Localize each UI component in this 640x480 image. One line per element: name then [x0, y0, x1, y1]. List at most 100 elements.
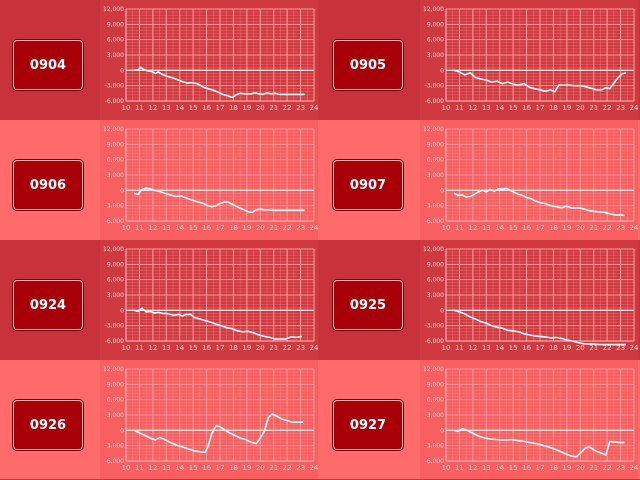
x-tick-label: 21 [269, 464, 278, 472]
series-line [453, 69, 627, 93]
x-tick-label: 15 [509, 344, 518, 352]
y-tick-label: 0 [120, 187, 124, 194]
series-line [134, 66, 305, 99]
x-tick-label: 10 [442, 104, 451, 112]
x-tick-label: 11 [455, 104, 464, 112]
x-tick-label: 13 [482, 104, 491, 112]
x-tick-label: 10 [122, 344, 131, 352]
panel-0924: 0924 12,000 9,000 6,000 3,000 0 -3,000 -6,000 1… [0, 240, 320, 360]
x-tick-label: 17 [536, 344, 545, 352]
x-tick-label: 21 [589, 344, 598, 352]
x-tick-label: 23 [296, 104, 305, 112]
x-tick-label: 15 [189, 344, 198, 352]
y-tick-label: -6,000 [105, 218, 125, 225]
series-line [133, 413, 304, 454]
x-tick-label: 14 [175, 224, 184, 232]
x-tick-label: 21 [589, 104, 598, 112]
y-tick-label: 0 [120, 67, 124, 74]
day-button-0904[interactable]: 0904 [13, 40, 83, 90]
x-tick-label: 23 [616, 104, 625, 112]
y-tick-label: 0 [120, 427, 124, 434]
x-tick-label: 19 [242, 104, 251, 112]
x-tick-label: 13 [162, 344, 171, 352]
x-tick-label: 18 [549, 104, 558, 112]
x-tick-label: 10 [442, 224, 451, 232]
x-tick-label: 19 [242, 464, 251, 472]
x-tick-label: 23 [616, 464, 625, 472]
y-tick-label: -3,000 [105, 323, 125, 330]
x-tick-label: 22 [603, 464, 612, 472]
y-tick-label: 3,000 [107, 172, 124, 179]
x-tick-label: 23 [296, 464, 305, 472]
y-tick-label: -3,000 [105, 203, 125, 210]
y-tick-label: -3,000 [105, 443, 125, 450]
y-tick-label: 3,000 [107, 412, 124, 419]
x-tick-label: 10 [122, 464, 131, 472]
y-tick-label: 12,000 [423, 6, 444, 13]
x-tick-label: 14 [495, 464, 504, 472]
x-tick-label: 11 [135, 464, 144, 472]
x-tick-label: 20 [256, 224, 265, 232]
day-button-0906[interactable]: 0906 [13, 160, 83, 210]
y-tick-label: 6,000 [107, 397, 124, 404]
y-tick-label: 12,000 [103, 246, 124, 253]
x-tick-label: 13 [482, 344, 491, 352]
day-button-0924[interactable]: 0924 [13, 280, 83, 330]
x-tick-label: 12 [468, 464, 477, 472]
x-tick-label: 10 [122, 224, 131, 232]
day-button-0905[interactable]: 0905 [333, 40, 403, 90]
x-tick-label: 19 [562, 224, 571, 232]
y-tick-label: 0 [440, 427, 444, 434]
x-tick-label: 16 [202, 224, 211, 232]
day-button-0926[interactable]: 0926 [13, 400, 83, 450]
x-tick-label: 18 [229, 344, 238, 352]
y-tick-label: 9,000 [107, 261, 124, 268]
x-tick-label: 12 [468, 104, 477, 112]
x-tick-label: 20 [576, 344, 585, 352]
x-tick-label: 17 [216, 344, 225, 352]
x-tick-label: 14 [495, 224, 504, 232]
x-tick-label: 14 [175, 344, 184, 352]
x-tick-label: 16 [522, 224, 531, 232]
x-tick-label: 23 [616, 344, 625, 352]
x-tick-label: 13 [162, 464, 171, 472]
x-tick-label: 21 [269, 224, 278, 232]
x-tick-label: 21 [589, 224, 598, 232]
chart-0904: 12,000 9,000 6,000 3,000 0 -3,000 -6,000 10 11 12… [100, 0, 319, 120]
series-line [133, 307, 303, 340]
y-tick-label: 6,000 [427, 157, 444, 164]
y-tick-label: 12,000 [423, 366, 444, 373]
day-button-0925[interactable]: 0925 [333, 280, 403, 330]
day-button-0927[interactable]: 0927 [333, 400, 403, 450]
x-tick-label: 14 [175, 464, 184, 472]
chart-0925: 12,000 9,000 6,000 3,000 0 -3,000 -6,000 10 11 12… [420, 240, 639, 360]
x-tick-label: 12 [148, 224, 157, 232]
x-tick-label: 16 [522, 344, 531, 352]
x-tick-label: 17 [216, 224, 225, 232]
x-tick-label: 24 [630, 224, 639, 232]
x-tick-label: 18 [229, 464, 238, 472]
x-tick-label: 20 [576, 104, 585, 112]
y-tick-label: 0 [120, 307, 124, 314]
x-tick-label: 24 [630, 104, 639, 112]
y-tick-label: 9,000 [427, 21, 444, 28]
x-tick-label: 18 [229, 224, 238, 232]
x-tick-label: 14 [175, 104, 184, 112]
x-tick-label: 16 [202, 344, 211, 352]
x-tick-label: 13 [482, 464, 491, 472]
x-tick-label: 15 [189, 464, 198, 472]
x-tick-label: 23 [616, 224, 625, 232]
y-tick-label: -6,000 [425, 458, 445, 465]
x-tick-label: 15 [189, 104, 198, 112]
day-button-0907[interactable]: 0907 [333, 160, 403, 210]
x-tick-label: 22 [283, 224, 292, 232]
y-tick-label: 12,000 [103, 366, 124, 373]
x-tick-label: 19 [242, 224, 251, 232]
y-tick-label: -3,000 [425, 203, 445, 210]
y-tick-label: 6,000 [107, 277, 124, 284]
